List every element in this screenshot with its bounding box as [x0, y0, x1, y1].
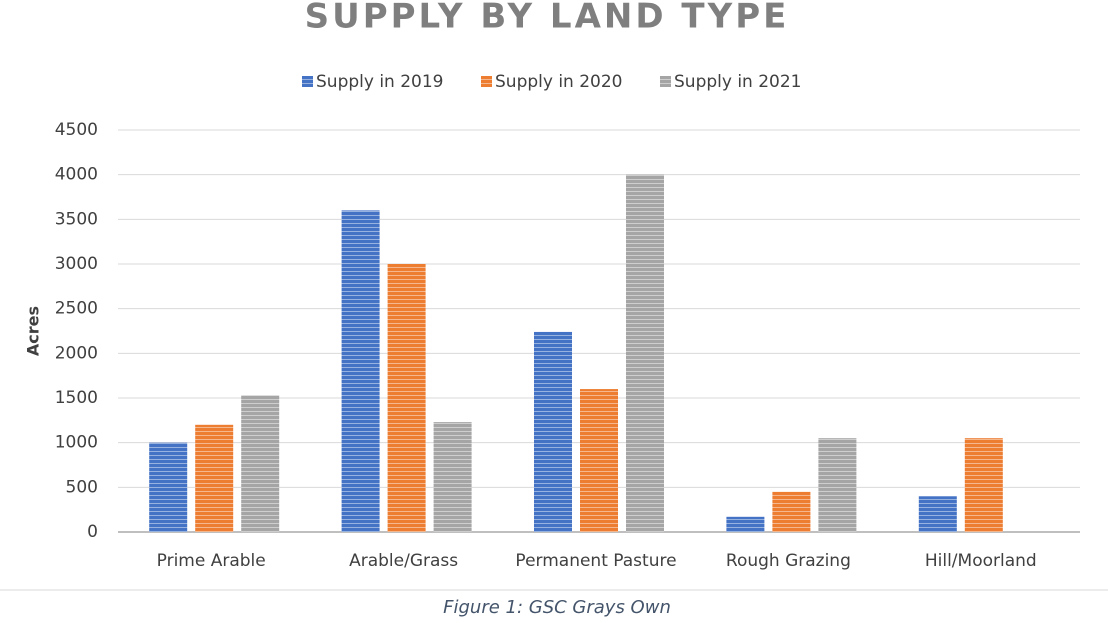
- y-tick-label: 500: [66, 477, 98, 497]
- y-tick-label: 3500: [55, 209, 98, 229]
- legend-swatch: [660, 76, 671, 87]
- x-tick-label: Rough Grazing: [726, 551, 851, 571]
- y-axis-label: Acres: [24, 306, 43, 356]
- bar: [818, 438, 857, 532]
- legend-swatch: [481, 76, 492, 87]
- y-tick-label: 0: [87, 522, 98, 542]
- bar: [195, 424, 234, 532]
- caption: Figure 1: GSC Grays Own: [443, 597, 671, 618]
- x-tick-label: Prime Arable: [157, 551, 266, 571]
- bar: [341, 210, 380, 532]
- bar: [534, 331, 572, 532]
- bar: [433, 422, 472, 532]
- x-tick-label: Arable/Grass: [349, 551, 458, 571]
- y-tick-label: 1500: [55, 388, 98, 408]
- chart-title: SUPPLY BY LAND TYPE: [305, 0, 790, 37]
- bar: [772, 491, 811, 532]
- bar: [964, 438, 1003, 532]
- legend-label: Supply in 2021: [674, 72, 802, 92]
- bar: [580, 389, 618, 532]
- bar: [241, 395, 280, 532]
- y-tick-label: 2500: [55, 299, 98, 319]
- x-tick-label: Hill/Moorland: [925, 551, 1037, 571]
- y-tick-label: 4500: [55, 120, 98, 140]
- legend-label: Supply in 2020: [495, 72, 623, 92]
- legend-label: Supply in 2019: [316, 72, 444, 92]
- bar: [387, 264, 426, 532]
- x-tick-label: Permanent Pasture: [515, 551, 676, 571]
- y-tick-label: 2000: [55, 343, 98, 363]
- bar: [726, 516, 765, 532]
- bar: [149, 442, 188, 532]
- y-tick-label: 3000: [55, 254, 98, 274]
- bar: [918, 496, 957, 532]
- y-tick-label: 4000: [55, 165, 98, 185]
- y-tick-label: 1000: [55, 433, 98, 453]
- bar: [626, 174, 664, 532]
- legend-swatch: [302, 76, 313, 87]
